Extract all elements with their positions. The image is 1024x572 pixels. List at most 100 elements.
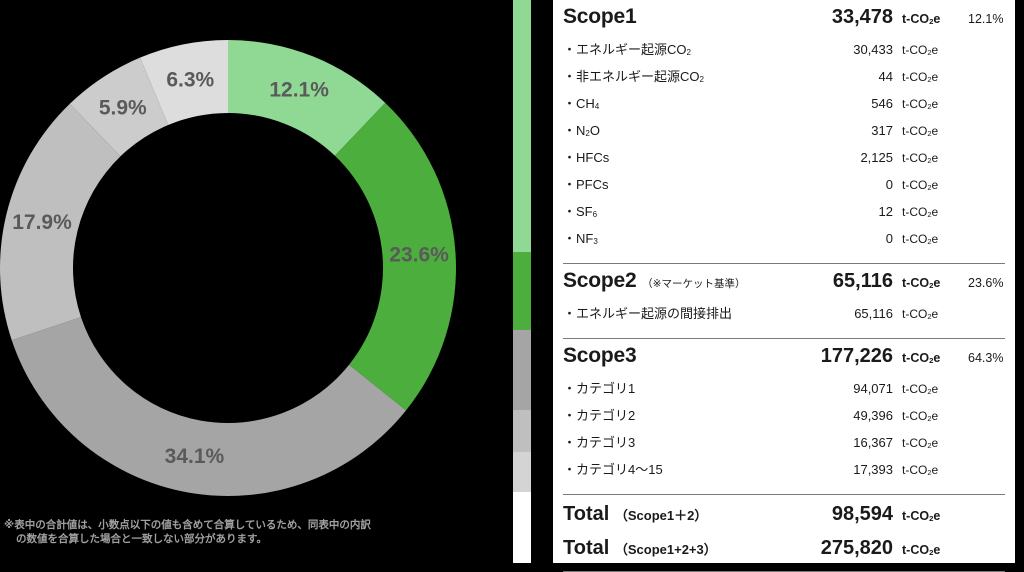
donut-slice-1[interactable]	[228, 40, 386, 156]
row-unit: t-CO2e	[902, 124, 939, 138]
table-section-scope2: Scope2 （※マーケット基準） 65,116 t-CO2e 23.6% ・エネルギー…	[563, 264, 1005, 338]
row-value: 16,367	[853, 435, 893, 450]
row-percent: 12.1%	[968, 12, 1004, 26]
row-value: 0	[885, 177, 893, 192]
row-value: 2,125	[860, 150, 893, 165]
row-value: 0	[885, 231, 893, 246]
table-row: ・非エネルギー起源CO2 44 t-CO2e	[563, 66, 1005, 93]
row-label: ・エネルギー起源CO2	[563, 42, 691, 57]
footnote: ※表中の合計値は、小数点以下の値も含めて合算しているため、同表中の内訳 の数値を…	[4, 518, 504, 546]
section-divider	[563, 338, 1005, 339]
row-value: 65,116	[854, 306, 893, 321]
row-unit: t-CO2e	[902, 463, 939, 477]
row-value: 546	[871, 96, 893, 111]
row-value: 44	[878, 69, 893, 84]
row-unit: t-CO2e	[902, 509, 941, 523]
section-divider	[563, 263, 1005, 264]
row-unit: t-CO2e	[902, 232, 939, 246]
row-label: ・非エネルギー起源CO2	[563, 69, 704, 84]
row-label: ・カテゴリ1	[563, 381, 636, 396]
scope1-band	[513, 0, 531, 252]
table-section-scope3: Scope3 177,226 t-CO2e 64.3% ・カテゴリ1 94,071 t-CO…	[563, 339, 1005, 494]
row-label: ・N2O	[563, 123, 600, 138]
table-row: ・カテゴリ2 49,396 t-CO2e	[563, 405, 1005, 432]
row-unit: t-CO2e	[902, 351, 941, 365]
row-unit: t-CO2e	[902, 307, 939, 321]
row-value: 275,820	[820, 537, 893, 559]
section-bottom-space	[563, 330, 1005, 338]
row-label: ・カテゴリ2	[563, 408, 636, 423]
row-label: Scope3	[563, 344, 637, 367]
emissions-table: Scope1 33,478 t-CO2e 12.1% ・エネルギー起源CO2 30,433…	[563, 0, 1005, 572]
total-band	[513, 492, 531, 563]
row-value: 17,393	[853, 462, 893, 477]
table-row: ・カテゴリ4〜15 17,393 t-CO2e	[563, 459, 1005, 486]
row-label: ・SF6	[563, 204, 598, 219]
row-unit: t-CO2e	[902, 382, 939, 396]
row-label: ・HFCs	[563, 150, 610, 165]
color-legend-strip	[513, 0, 531, 563]
emissions-table-panel: Scope1 33,478 t-CO2e 12.1% ・エネルギー起源CO2 30,433…	[553, 0, 1015, 572]
row-unit: t-CO2e	[902, 543, 941, 557]
row-percent: 64.3%	[968, 351, 1004, 365]
row-unit: t-CO2e	[902, 151, 939, 165]
row-label: ・カテゴリ3	[563, 435, 636, 450]
donut-slice-labels: 12.1% 23.6% 34.1% 17.9% 5.9% 6.3%	[12, 69, 449, 468]
section-header-row: Scope1 33,478 t-CO2e 12.1%	[563, 5, 1005, 39]
row-unit: t-CO2e	[902, 205, 939, 219]
row-percent: 23.6%	[968, 276, 1004, 290]
scope3-cat3-band	[513, 452, 531, 492]
row-label: ・CH4	[563, 96, 600, 111]
row-label: ・PFCs	[563, 177, 609, 192]
section-divider	[563, 494, 1005, 495]
table-row: ・カテゴリ3 16,367 t-CO2e	[563, 432, 1005, 459]
row-label: ・エネルギー起源の間接排出	[563, 306, 733, 321]
section-bottom-space	[563, 255, 1005, 263]
row-value: 317	[871, 123, 893, 138]
section-header-row: Scope3 177,226 t-CO2e 64.3%	[563, 344, 1005, 378]
table-row: ・PFCs 0 t-CO2e	[563, 174, 1005, 201]
donut-slices	[0, 40, 456, 497]
row-unit: t-CO2e	[902, 178, 939, 192]
footnote-line-2: の数値を合算した場合と一致しない部分があります。	[16, 533, 267, 545]
table-row: ・カテゴリ1 94,071 t-CO2e	[563, 378, 1005, 405]
table-row: ・CH4 546 t-CO2e	[563, 93, 1005, 120]
table-row: ・エネルギー起源の間接排出 65,116 t-CO2e	[563, 303, 1005, 330]
row-unit: t-CO2e	[902, 70, 939, 84]
row-unit: t-CO2e	[902, 409, 939, 423]
donut-slice-label-6: 6.3%	[166, 69, 214, 92]
row-unit: t-CO2e	[902, 97, 939, 111]
row-value: 94,071	[853, 381, 893, 396]
row-label: ・カテゴリ4〜15	[563, 462, 663, 477]
table-row: ・NF3 0 t-CO2e	[563, 228, 1005, 255]
row-value: 12	[878, 204, 893, 219]
donut-slice-label-3: 34.1%	[165, 445, 225, 468]
row-unit: t-CO2e	[902, 12, 941, 26]
donut-slice-label-1: 12.1%	[269, 79, 329, 102]
scope3-cat2-band	[513, 410, 531, 452]
row-label: ・NF3	[563, 231, 598, 246]
row-value: 65,116	[832, 270, 893, 292]
row-value: 98,594	[831, 503, 893, 525]
donut-slice-5[interactable]	[69, 57, 169, 157]
donut-slice-6[interactable]	[140, 40, 228, 126]
table-section-totals: Total （Scope1＋2） 98,594 t-CO2e Total （Scope…	[563, 495, 1005, 571]
donut-chart: 12.1% 23.6% 34.1% 17.9% 5.9% 6.3%	[0, 40, 456, 497]
footnote-line-1: ※表中の合計値は、小数点以下の値も含めて合算しているため、同表中の内訳	[4, 519, 371, 531]
scope2-band	[513, 252, 531, 330]
row-unit: t-CO2e	[902, 276, 941, 290]
table-row: ・N2O 317 t-CO2e	[563, 120, 1005, 147]
donut-slice-label-4: 17.9%	[12, 211, 72, 234]
table-row: ・SF6 12 t-CO2e	[563, 201, 1005, 228]
donut-slice-3[interactable]	[11, 317, 407, 497]
chart-panel: 12.1% 23.6% 34.1% 17.9% 5.9% 6.3% ※表中の合計値は、小数…	[0, 0, 512, 563]
donut-slice-label-5: 5.9%	[99, 97, 147, 120]
table-row: ・HFCs 2,125 t-CO2e	[563, 147, 1005, 174]
total-row: Total （Scope1+2+3） 275,820 t-CO2e	[563, 537, 1005, 571]
donut-slice-4[interactable]	[0, 103, 121, 341]
section-bottom-space	[563, 486, 1005, 494]
totals-top-space	[563, 495, 1005, 503]
total-row: Total （Scope1＋2） 98,594 t-CO2e	[563, 503, 1005, 537]
donut-slice-2[interactable]	[334, 102, 456, 411]
row-value: 49,396	[853, 408, 893, 423]
